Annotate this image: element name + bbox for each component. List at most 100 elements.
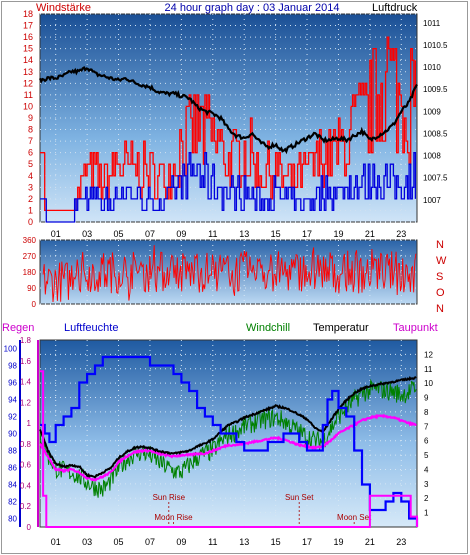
- legend-dewpoint: Taupunkt: [393, 322, 438, 334]
- rain-tick: 0.6: [20, 461, 32, 470]
- x-tick-label: 09: [176, 537, 186, 547]
- temperature-tick: 8: [424, 408, 429, 417]
- wind-speed-tick: 11: [24, 90, 33, 100]
- pressure-tick: 1007: [423, 196, 441, 205]
- x-tick-label: 19: [333, 537, 343, 547]
- humidity-tick: 88: [8, 447, 17, 456]
- pressure-tick: 1010.5: [423, 41, 448, 50]
- pressure-tick: 1009: [423, 107, 441, 116]
- humidity-tick: 100: [4, 345, 18, 354]
- x-tick-label: 01: [51, 537, 61, 547]
- humidity-tick: 98: [8, 362, 17, 371]
- x-tick-label: 17: [302, 537, 312, 547]
- pressure-tick: 1011: [423, 19, 441, 28]
- compass-label: S: [436, 271, 443, 283]
- wind-speed-tick: 10: [23, 101, 33, 111]
- humidity-tick: 96: [8, 379, 17, 388]
- humidity-tick: 84: [8, 481, 17, 490]
- wind-speed-tick: 7: [28, 136, 33, 146]
- direction-tick: 180: [23, 268, 37, 277]
- wind-speed-tick: 14: [23, 55, 33, 65]
- wind-speed-tick: 1: [28, 205, 33, 215]
- x-tick-label: 23: [396, 537, 406, 547]
- x-tick-label: 09: [176, 229, 186, 239]
- temperature-tick: 11: [424, 365, 433, 374]
- humidity-axis: 80 82 84 86 88 90 92 94 96 98 100: [4, 345, 18, 524]
- panel-2-series: [42, 245, 417, 303]
- direction-tick: 270: [23, 252, 37, 261]
- rain-tick: 1: [27, 419, 32, 428]
- rain-line: [40, 370, 418, 528]
- wind-average-line: [40, 152, 417, 223]
- temperature-tick: 10: [424, 379, 433, 388]
- compass-label: W: [436, 255, 447, 267]
- wind-direction-line: [42, 245, 417, 303]
- legend-rain: Regen: [2, 322, 34, 334]
- humidity-tick: 82: [8, 498, 17, 507]
- wind-speed-tick: 8: [28, 125, 33, 135]
- pressure-line: [39, 66, 418, 155]
- pressure-tick: 1010: [423, 63, 441, 72]
- wind-speed-tick: 4: [28, 171, 33, 181]
- rain-tick: 0.2: [20, 502, 32, 511]
- compass-label: O: [436, 287, 445, 299]
- rain-tick: 0: [27, 523, 32, 532]
- wind-speed-tick: 0: [28, 217, 33, 227]
- wind-speed-tick: 5: [28, 159, 33, 169]
- rain-axis: 0 0.2 0.4 0.6 0.8 1 1.2 1.4 1.6 1.8: [20, 336, 32, 532]
- x-tick-label: 11: [208, 537, 217, 547]
- temperature-tick: 4: [424, 465, 429, 474]
- x-tick-label: 03: [82, 537, 92, 547]
- temperature-tick: 2: [424, 494, 429, 503]
- x-tick-label: 07: [145, 537, 155, 547]
- annotation-label: Moon Set: [337, 513, 372, 522]
- x-tick-label: 07: [145, 229, 155, 239]
- pressure-tick: 1007.5: [423, 174, 448, 183]
- x-tick-label: 03: [82, 229, 92, 239]
- wind-speed-tick: 9: [28, 113, 33, 123]
- temperature-tick: 3: [424, 480, 429, 489]
- humidity-tick: 94: [8, 396, 17, 405]
- panel-3-x-axis: 01 03 05 07 09 11 13 15 17 19 21 23: [51, 537, 407, 547]
- x-tick-label: 17: [302, 229, 312, 239]
- rain-tick: 1.8: [20, 336, 32, 345]
- panel-1-series: [39, 36, 418, 223]
- wind-speed-tick: 6: [28, 148, 33, 158]
- direction-tick: 360: [23, 236, 37, 245]
- wind-speed-tick: 18: [23, 9, 33, 19]
- x-tick-label: 21: [365, 537, 375, 547]
- x-tick-label: 13: [239, 537, 249, 547]
- x-tick-label: 21: [365, 229, 375, 239]
- x-tick-label: 13: [239, 229, 249, 239]
- pressure-tick: 1008.5: [423, 129, 448, 138]
- x-tick-label: 11: [208, 229, 217, 239]
- legend-temperature: Temperatur: [313, 322, 369, 334]
- direction-tick: 90: [27, 284, 36, 293]
- compass-label: N: [436, 239, 444, 251]
- rain-tick: 1.6: [20, 357, 32, 366]
- humidity-tick: 92: [8, 413, 17, 422]
- temperature-tick: 1: [424, 509, 429, 518]
- direction-tick: 0: [32, 300, 37, 309]
- wind-direction-axis: 0 90 180 270 360: [23, 236, 37, 309]
- temperature-tick: 12: [424, 350, 433, 359]
- temperature-tick: 7: [424, 422, 429, 431]
- temperature-tick: 5: [424, 451, 429, 460]
- compass-label: N: [436, 303, 444, 315]
- rain-tick: 0.8: [20, 440, 32, 449]
- x-tick-label: 05: [114, 229, 124, 239]
- wind-speed-tick: 13: [23, 67, 33, 77]
- humidity-tick: 86: [8, 464, 17, 473]
- wind-gust-line: [40, 36, 417, 212]
- annotation-label: Sun Set: [285, 493, 314, 502]
- humidity-line: [40, 355, 419, 527]
- right-axis-title: Luftdruck: [372, 2, 418, 14]
- legend-humidity: Luftfeuchte: [64, 322, 118, 334]
- wind-speed-tick: 17: [23, 21, 33, 31]
- humidity-axis-bar: [19, 340, 21, 527]
- temperature-tick: 9: [424, 394, 429, 403]
